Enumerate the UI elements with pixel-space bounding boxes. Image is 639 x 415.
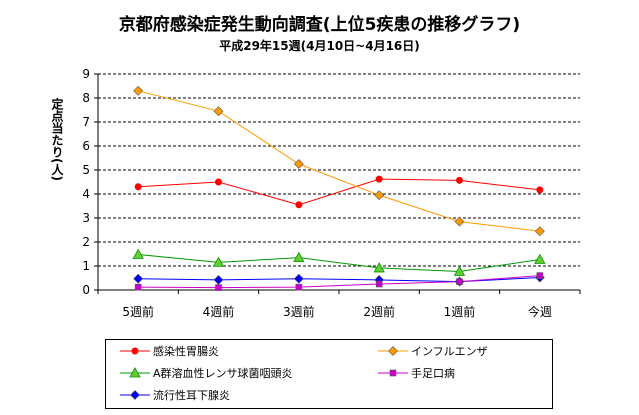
legend-item: 手足口病 bbox=[378, 364, 455, 382]
legend-swatch bbox=[378, 346, 408, 356]
data-point bbox=[456, 278, 463, 285]
data-point bbox=[454, 216, 465, 227]
legend-item: 流行性耳下腺炎 bbox=[120, 386, 230, 404]
data-point bbox=[375, 280, 383, 288]
x-tick-label: 今週 bbox=[528, 304, 552, 319]
chart-subtitle: 平成29年15週(4月10日~4月16日) bbox=[219, 39, 420, 53]
x-tick-label: 1週前 bbox=[444, 304, 476, 319]
data-point bbox=[295, 283, 303, 291]
data-point bbox=[534, 226, 545, 237]
legend-swatch-marker bbox=[129, 367, 141, 378]
y-tick-label: 4 bbox=[82, 187, 90, 201]
data-point bbox=[375, 175, 383, 183]
legend-swatch bbox=[120, 367, 150, 378]
legend-swatch-marker bbox=[388, 346, 398, 356]
y-tick-label: 2 bbox=[82, 235, 90, 249]
series-line bbox=[138, 277, 540, 283]
legend: 感染性胃腸炎 インフルエンザ A群溶血性レンサ球菌咽頭炎 手足口病流行性耳下腺炎 bbox=[105, 339, 553, 409]
data-point bbox=[212, 256, 225, 267]
data-point bbox=[293, 251, 305, 263]
series-line bbox=[138, 90, 540, 232]
data-point bbox=[132, 248, 144, 259]
legend-item: 感染性胃腸炎 bbox=[120, 342, 219, 360]
chart-title: 京都府感染症発生動向調査(上位5疾患の推移グラフ) bbox=[118, 15, 521, 35]
data-point bbox=[134, 183, 142, 191]
y-axis-label: 定点当たり(人) bbox=[50, 98, 64, 181]
legend-swatch-marker bbox=[130, 390, 140, 400]
legend-label: 手足口病 bbox=[411, 367, 455, 380]
legend-swatch bbox=[120, 390, 150, 400]
legend-item: A群溶血性レンサ球菌咽頭炎 bbox=[120, 364, 293, 382]
data-point bbox=[295, 201, 303, 209]
legend-swatch bbox=[378, 369, 408, 377]
legend-label: 感染性胃腸炎 bbox=[153, 345, 219, 358]
data-point bbox=[293, 273, 304, 284]
data-point bbox=[133, 273, 144, 284]
x-tick-label: 3週前 bbox=[283, 304, 315, 319]
x-tick-label: 5週前 bbox=[122, 304, 154, 319]
data-point bbox=[536, 186, 544, 194]
data-point bbox=[215, 178, 222, 186]
data-point bbox=[456, 176, 463, 184]
legend-label: A群溶血性レンサ球菌咽頭炎 bbox=[153, 367, 293, 380]
legend-swatch-marker bbox=[131, 347, 139, 355]
x-tick-label: 2週前 bbox=[363, 304, 395, 319]
data-point bbox=[213, 274, 224, 285]
series-line bbox=[138, 275, 540, 289]
legend-swatch bbox=[120, 347, 150, 355]
data-point bbox=[134, 283, 142, 291]
x-tick-label: 4週前 bbox=[203, 304, 235, 319]
data-point bbox=[536, 272, 544, 279]
data-point bbox=[213, 106, 224, 117]
y-tick-label: 9 bbox=[82, 67, 90, 81]
legend-label: 流行性耳下腺炎 bbox=[153, 389, 230, 402]
series-line bbox=[138, 178, 540, 206]
data-point bbox=[133, 85, 144, 96]
data-point bbox=[374, 190, 385, 201]
data-point bbox=[373, 262, 385, 273]
series-line bbox=[138, 253, 540, 273]
y-tick-label: 0 bbox=[82, 283, 90, 297]
data-point bbox=[215, 284, 222, 291]
y-tick-label: 6 bbox=[82, 139, 90, 153]
y-tick-label: 5 bbox=[82, 163, 90, 177]
legend-item: インフルエンザ bbox=[378, 342, 488, 360]
data-point bbox=[534, 253, 546, 264]
data-point bbox=[293, 159, 304, 169]
y-tick-label: 8 bbox=[82, 91, 90, 105]
y-tick-label: 1 bbox=[82, 259, 90, 273]
legend-label: インフルエンザ bbox=[411, 345, 488, 358]
y-tick-label: 7 bbox=[82, 115, 90, 129]
data-point bbox=[453, 265, 466, 276]
y-tick-label: 3 bbox=[82, 211, 90, 225]
plot-area: 0 1 2 3 4 5 6 7 8 9 5週前 4週前 3週前 2週前 1週前 今週 bbox=[82, 67, 581, 319]
legend-swatch-marker bbox=[389, 369, 397, 377]
